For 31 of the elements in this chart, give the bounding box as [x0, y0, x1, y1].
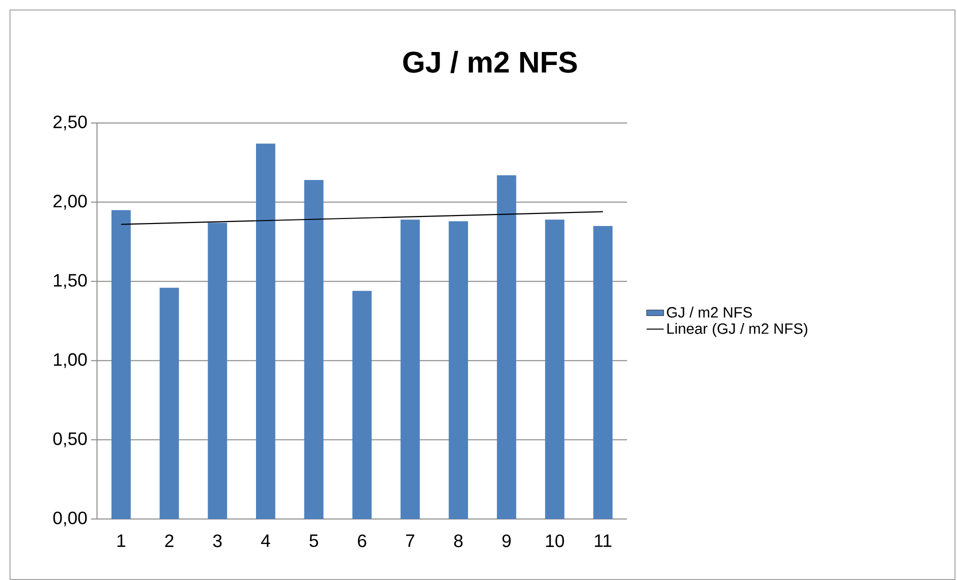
bar	[448, 221, 468, 519]
x-tick-label: 11	[594, 534, 612, 547]
bar	[593, 226, 613, 519]
x-tick-label: 1	[117, 534, 126, 547]
bar	[352, 290, 372, 519]
x-tick-label: 10	[546, 534, 564, 548]
bar	[496, 175, 516, 519]
y-tick-label: 2,50	[53, 116, 87, 130]
x-tick-label: 8	[454, 534, 463, 548]
x-tick-label: 5	[310, 534, 318, 548]
bar	[208, 222, 228, 519]
y-tick-label: 1,50	[54, 274, 87, 289]
bar	[304, 180, 324, 519]
bar	[111, 210, 131, 519]
x-tick-label: 4	[261, 534, 270, 547]
legend-label: Linear (GJ / m2 NFS)	[667, 322, 808, 337]
x-tick-label: 9	[502, 534, 511, 548]
x-tick-label: 7	[406, 534, 414, 547]
legend-label: GJ / m2 NFS	[666, 306, 752, 318]
y-tick-label: 0,00	[53, 512, 87, 526]
bar	[545, 220, 564, 519]
x-tick-label: 2	[165, 534, 174, 548]
y-tick-label: 1,00	[54, 353, 87, 368]
bar	[400, 220, 420, 519]
y-tick-label: 0,50	[53, 432, 87, 448]
x-tick-label: 6	[358, 534, 366, 548]
chart-title: GJ / m2 NFS	[403, 50, 577, 74]
y-tick-label: 2,00	[53, 194, 87, 210]
x-tick-label: 3	[213, 534, 222, 548]
bar	[256, 144, 276, 519]
bar	[160, 288, 179, 519]
